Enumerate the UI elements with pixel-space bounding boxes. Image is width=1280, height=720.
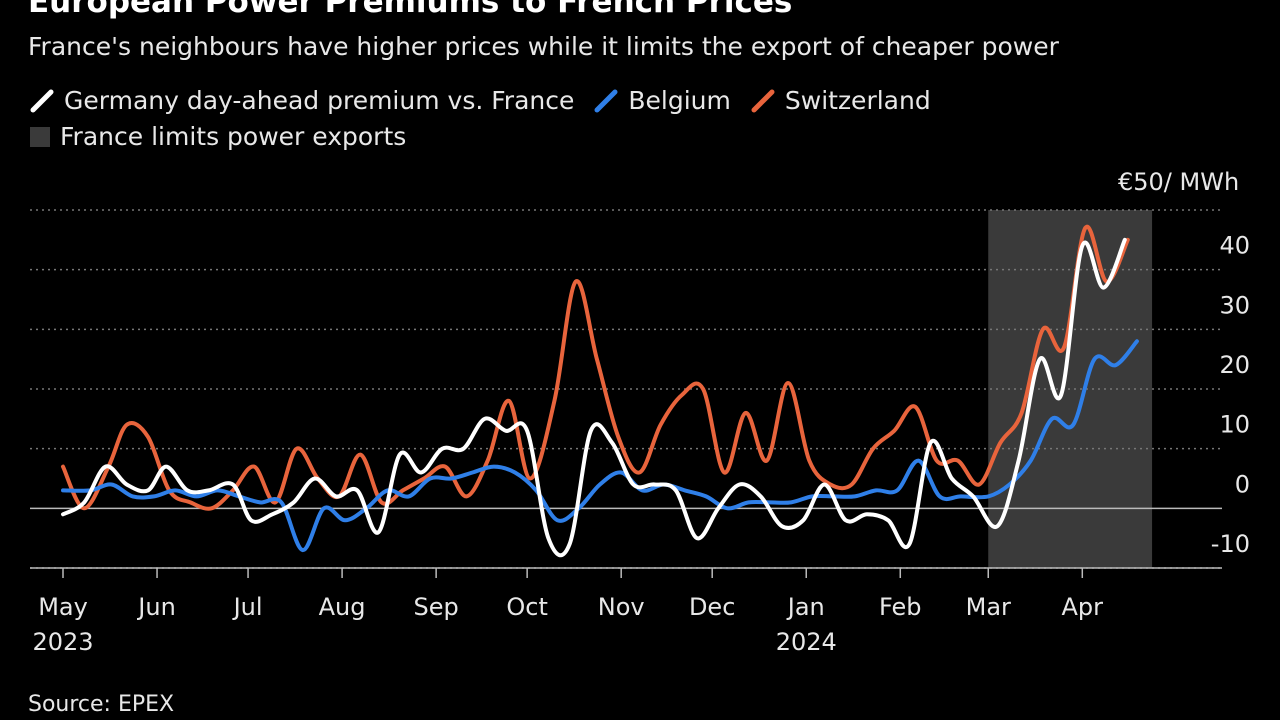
- x-tick-year-label: 2023: [32, 628, 93, 656]
- x-tick-label: Jan: [786, 593, 825, 621]
- y-tick-label: 0: [1235, 470, 1250, 498]
- x-tick-label: Mar: [966, 593, 1011, 621]
- shaded-region-export-limit: [988, 210, 1153, 568]
- x-tick-label: Nov: [598, 593, 645, 621]
- y-tick-label: 30: [1219, 291, 1250, 319]
- chart-title: European Power Premiums to French Prices: [28, 0, 793, 20]
- y-tick-label: 40: [1219, 232, 1250, 260]
- legend-row-lines: Germany day-ahead premium vs. France Bel…: [30, 86, 951, 115]
- x-tick-label: Oct: [506, 593, 548, 621]
- x-tick-label: Apr: [1062, 593, 1104, 621]
- x-tick-year-label: 2024: [776, 628, 837, 656]
- legend-item-germany: Germany day-ahead premium vs. France: [30, 86, 574, 115]
- y-tick-label: 20: [1219, 351, 1250, 379]
- x-tick-label: Feb: [879, 593, 922, 621]
- x-tick-label: Aug: [319, 593, 366, 621]
- legend-germany-label: Germany day-ahead premium vs. France: [64, 86, 575, 115]
- y-axis-unit-label: €50/ MWh: [1118, 168, 1240, 196]
- x-tick-label: Jul: [232, 593, 263, 621]
- series-line-switzerland: [61, 224, 1130, 511]
- y-tick-label: -10: [1211, 530, 1250, 558]
- legend-item-belgium: Belgium: [594, 86, 731, 115]
- x-tick-label: Sep: [414, 593, 459, 621]
- legend-belgium-label: Belgium: [628, 86, 731, 115]
- series-line-belgium: [61, 339, 1139, 553]
- x-tick-label: May: [38, 593, 88, 621]
- legend-row-shade: France limits power exports: [30, 122, 406, 151]
- legend-switzerland-swatch-icon: [751, 89, 775, 112]
- legend-shade-label: France limits power exports: [60, 122, 407, 151]
- y-tick-label: 10: [1219, 411, 1250, 439]
- legend-belgium-swatch-icon: [594, 89, 618, 112]
- legend-item-switzerland: Switzerland: [751, 86, 931, 115]
- x-tick-label: Dec: [689, 593, 735, 621]
- legend-shade-swatch-icon: [30, 126, 50, 147]
- chart-subtitle: France's neighbours have higher prices w…: [28, 32, 1059, 61]
- source-note: Source: EPEX: [28, 692, 175, 717]
- x-tick-label: Jun: [136, 593, 176, 621]
- legend-germany-swatch-icon: [30, 89, 54, 112]
- legend-switzerland-label: Switzerland: [784, 86, 931, 115]
- series-line-germany: [61, 237, 1127, 558]
